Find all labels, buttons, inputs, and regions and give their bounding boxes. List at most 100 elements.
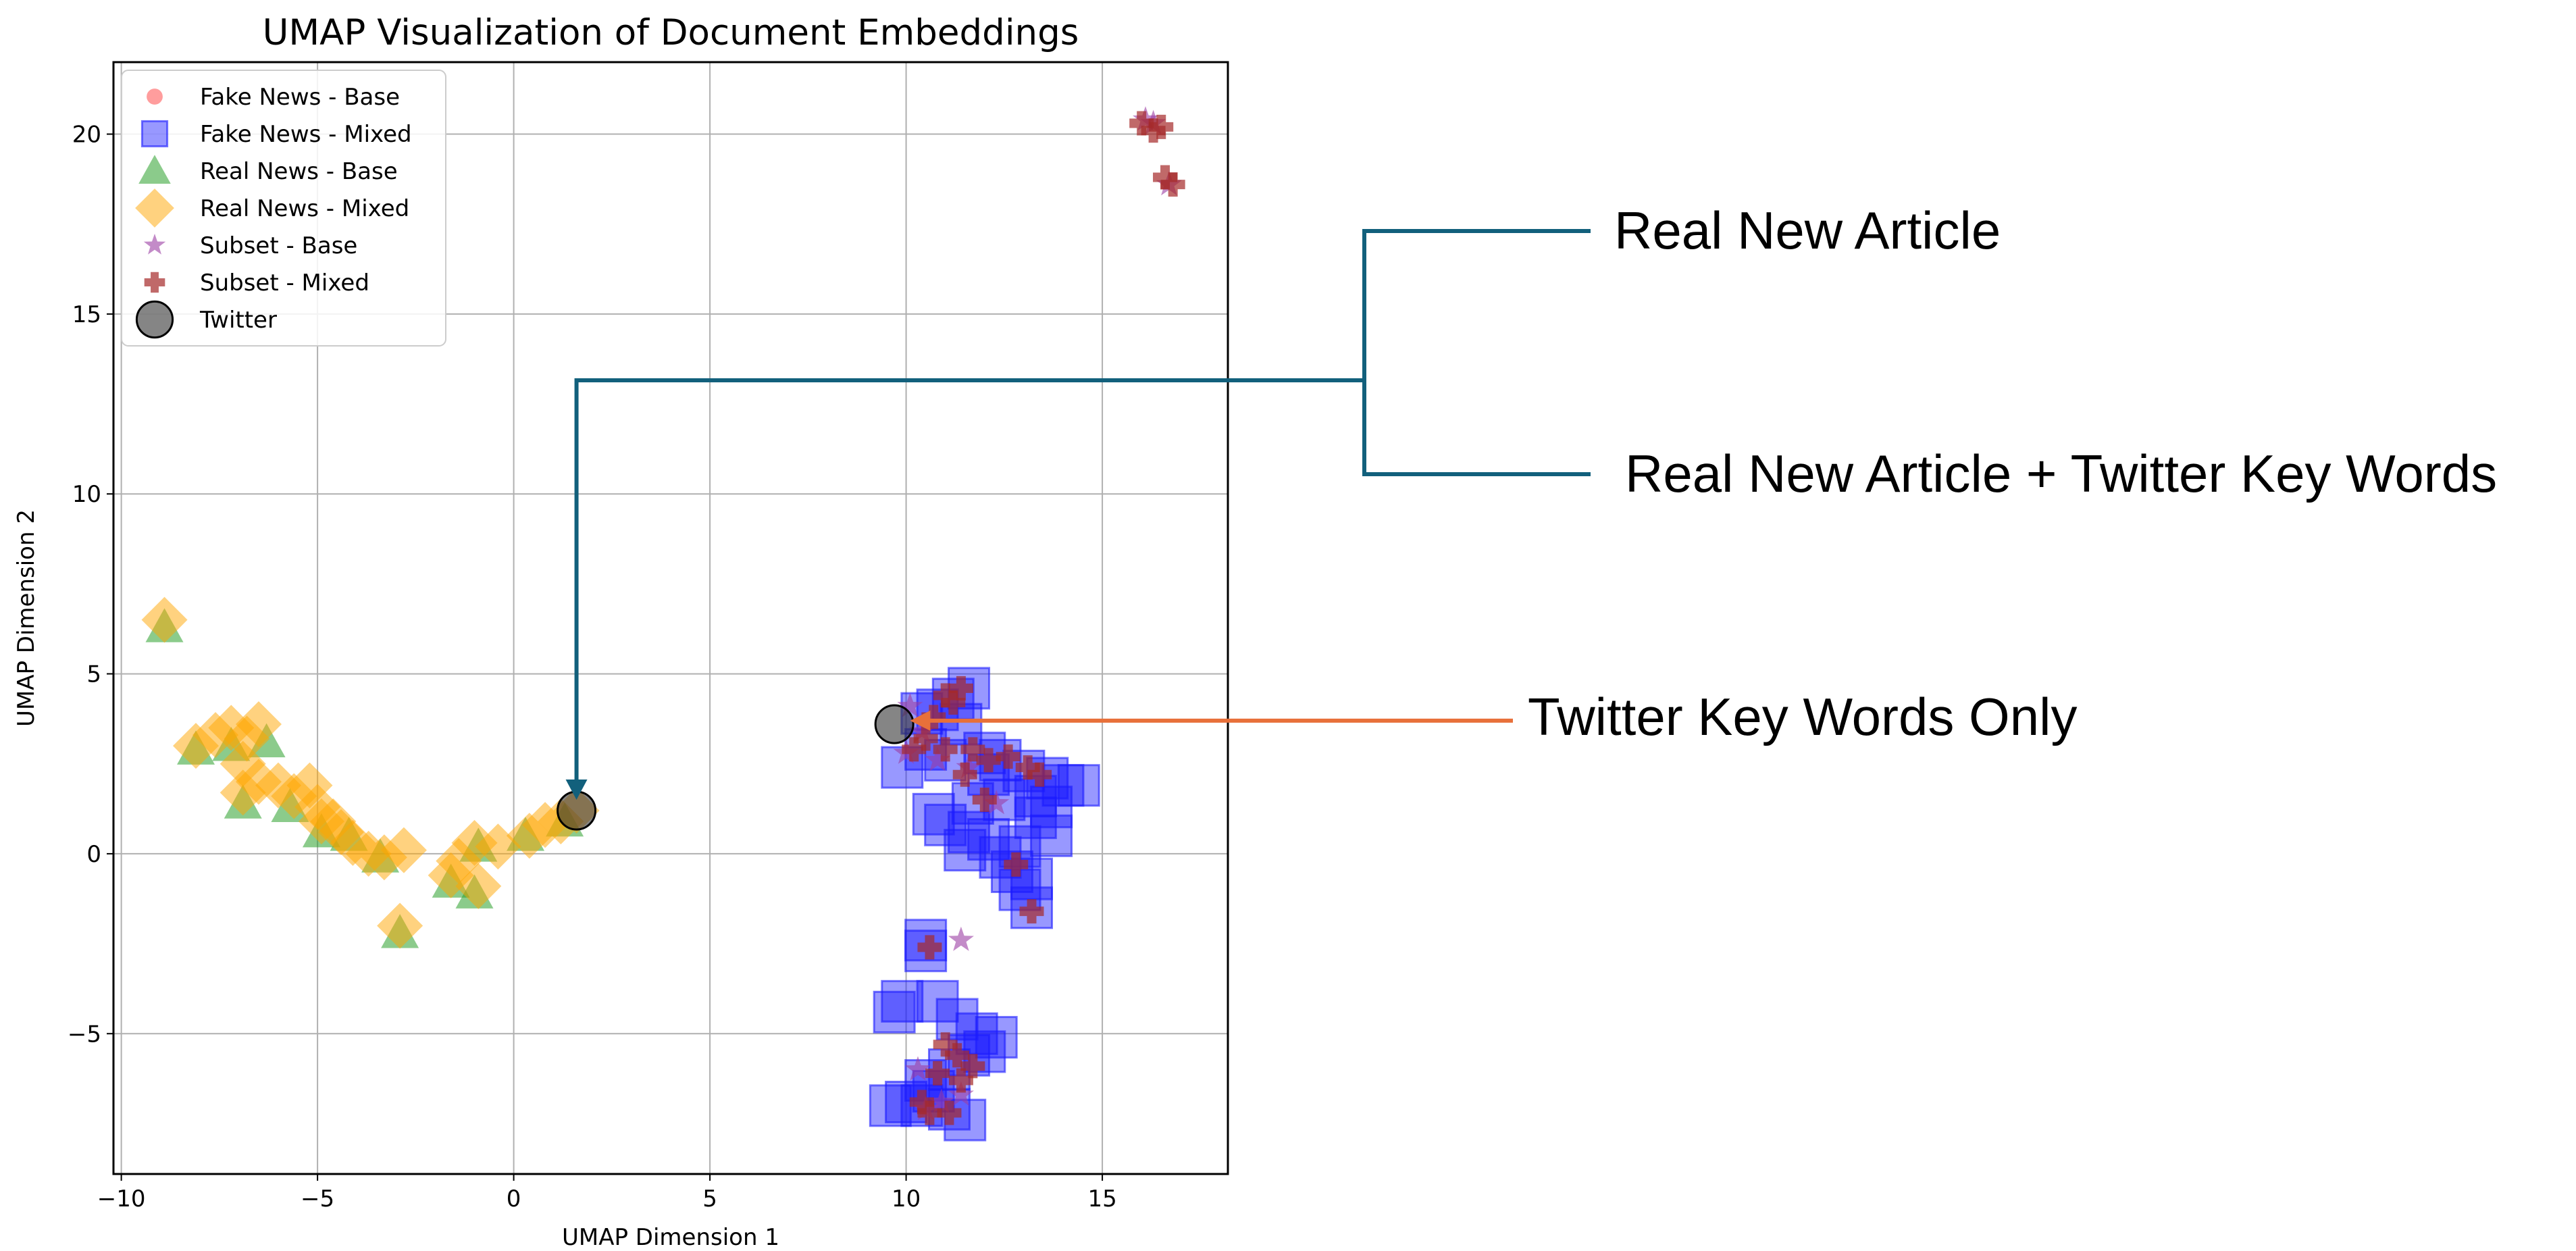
subset-mixed-point — [960, 737, 985, 762]
subset-mixed-point — [933, 1032, 958, 1057]
y-tick-label: 0 — [86, 841, 101, 868]
subset-mixed-point — [1015, 755, 1040, 780]
subset-mixed-point — [941, 690, 966, 715]
x-tick-label: 5 — [702, 1185, 717, 1212]
subset-mixed-point — [972, 788, 997, 813]
legend: Fake News - Base Fake News - Mixed Real Ne… — [121, 70, 446, 347]
subset-mixed-point — [1149, 114, 1174, 139]
data-points — [141, 106, 1185, 1142]
legend-label: Fake News - Base — [200, 84, 400, 111]
axis-ticks: −10 −5 0 5 10 15 −5 0 5 10 15 20 — [68, 122, 1117, 1212]
real-news-mixed-point — [455, 863, 502, 909]
legend-marker-twitter — [135, 300, 174, 339]
legend-label: Real News - Base — [200, 158, 398, 185]
y-tick-label: 10 — [72, 481, 101, 508]
subset-mixed-point — [917, 1100, 942, 1125]
subset-mixed-point — [952, 762, 977, 787]
legend-label: Real News - Mixed — [200, 195, 409, 222]
legend-label: Fake News - Mixed — [200, 121, 412, 148]
subset-mixed-point — [902, 737, 927, 762]
fake-news-mixed-point — [873, 990, 916, 1033]
x-tick-label: 15 — [1087, 1185, 1116, 1212]
subset-base-point — [925, 746, 951, 771]
legend-marker-fake-news-mixed — [140, 120, 169, 148]
bracket-arrow-head — [565, 780, 588, 800]
bracket-arrow-line — [574, 378, 1364, 782]
subset-mixed-point — [960, 1054, 985, 1079]
subset-mixed-point — [996, 744, 1021, 769]
fake-news-mixed-point — [912, 792, 955, 836]
fake-news-mixed-point — [944, 829, 987, 872]
y-tick-label: −5 — [68, 1021, 101, 1048]
legend-item-fake-news-base: Fake News - Base — [147, 84, 400, 111]
annotation-real-article: Real New Article — [1614, 201, 2001, 260]
legend-box — [121, 70, 446, 347]
real-news-mixed-point — [235, 701, 282, 748]
x-tick-label: 0 — [507, 1185, 521, 1212]
subset-mixed-point — [945, 1043, 970, 1068]
subset-base-point — [948, 926, 974, 951]
twitter-arrow-head — [910, 710, 931, 731]
legend-marker-real-news-mixed — [135, 188, 174, 228]
legend-item-real-news-base: Real News - Base — [138, 155, 398, 185]
x-tick-label: −10 — [97, 1185, 146, 1212]
subset-base-point — [928, 1088, 954, 1113]
y-tick-label: 5 — [86, 661, 101, 688]
legend-item-real-news-mixed: Real News - Mixed — [135, 188, 409, 228]
fake-news-mixed-point — [975, 1016, 1018, 1059]
fake-news-mixed-point — [1030, 814, 1073, 857]
legend-marker-real-news-base — [138, 155, 171, 184]
subset-mixed-point — [937, 1100, 962, 1125]
twitter-point — [874, 704, 915, 744]
legend-item-fake-news-mixed: Fake News - Mixed — [140, 120, 412, 148]
subset-mixed-point — [1153, 165, 1178, 190]
subset-base-point — [897, 692, 923, 717]
legend-label: Subset - Mixed — [200, 270, 369, 297]
subset-mixed-point — [1027, 762, 1052, 787]
bracket-connector — [565, 229, 1591, 800]
y-axis-label: UMAP Dimension 2 — [13, 509, 40, 727]
subset-mixed-point — [909, 1090, 934, 1115]
legend-marker-subset-base — [143, 234, 166, 255]
x-tick-label: 10 — [892, 1185, 921, 1212]
bracket-line — [1362, 229, 1591, 476]
x-tick-label: −5 — [301, 1185, 334, 1212]
plot-frame — [112, 61, 1229, 1175]
y-tick-label: 20 — [72, 122, 101, 149]
annotation-twitter-only: Twitter Key Words Only — [1528, 687, 2077, 746]
subset-mixed-point — [913, 726, 938, 751]
real-news-mixed-point — [141, 596, 188, 643]
subset-mixed-point — [1019, 899, 1044, 924]
legend-label: Twitter — [199, 307, 277, 334]
subset-mixed-point — [921, 705, 946, 730]
twitter-arrow — [910, 710, 1513, 731]
legend-marker-fake-news-base — [147, 88, 163, 105]
subset-mixed-point — [917, 935, 942, 960]
subset-mixed-point — [925, 1061, 950, 1086]
legend-item-subset-mixed: Subset - Mixed — [144, 270, 369, 297]
legend-label: Subset - Base — [200, 232, 357, 259]
fake-news-mixed-point — [1057, 764, 1100, 807]
subset-mixed-point — [976, 748, 1001, 773]
subset-base-point — [948, 1081, 974, 1106]
subset-mixed-point — [933, 683, 958, 708]
subset-mixed-point — [948, 675, 973, 700]
subset-mixed-point — [1004, 852, 1029, 877]
subset-base-point — [905, 1056, 931, 1081]
legend-item-twitter: Twitter — [135, 300, 277, 339]
series-subset-mixed — [902, 111, 1185, 1125]
real-news-mixed-point — [298, 798, 344, 844]
real-news-mixed-point — [377, 902, 423, 949]
series-twitter — [557, 704, 915, 831]
chart-title: UMAP Visualization of Document Embedding… — [263, 12, 1079, 53]
legend-item-subset-base: Subset - Base — [143, 232, 357, 259]
fake-news-mixed-point — [1014, 796, 1057, 840]
subset-mixed-point — [1129, 111, 1154, 136]
annotation-real-article-twitter: Real New Article + Twitter Key Words — [1625, 444, 2497, 503]
annotations: Real New Article Real New Article + Twitt… — [565, 201, 2497, 800]
y-tick-label: 15 — [72, 301, 101, 328]
legend-marker-subset-mixed — [144, 272, 165, 293]
fake-news-mixed-point — [1030, 786, 1073, 829]
subset-mixed-point — [933, 737, 958, 762]
